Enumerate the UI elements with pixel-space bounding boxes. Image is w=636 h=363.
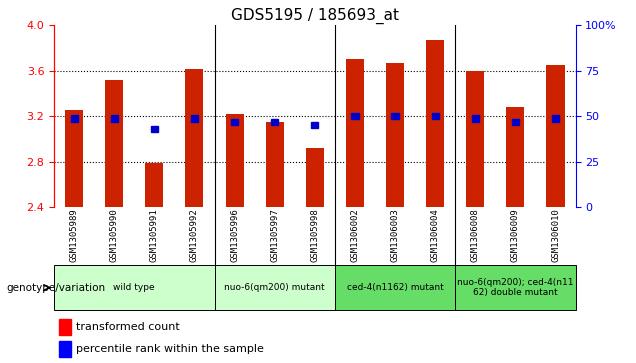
Bar — [146, 163, 163, 207]
FancyBboxPatch shape — [455, 265, 576, 310]
Text: GSM1306009: GSM1306009 — [511, 209, 520, 262]
Bar — [71, 115, 78, 122]
Bar — [59, 340, 71, 357]
Text: percentile rank within the sample: percentile rank within the sample — [76, 344, 264, 354]
Bar — [191, 115, 198, 122]
Bar — [59, 319, 71, 335]
Text: GSM1306008: GSM1306008 — [471, 209, 480, 262]
FancyBboxPatch shape — [54, 265, 214, 310]
Bar — [512, 119, 519, 125]
Bar — [226, 114, 244, 207]
FancyBboxPatch shape — [214, 265, 335, 310]
Bar — [552, 115, 559, 122]
Text: transformed count: transformed count — [76, 322, 180, 332]
FancyBboxPatch shape — [335, 265, 455, 310]
Bar — [346, 60, 364, 207]
Text: nuo-6(qm200); ced-4(n11
62) double mutant: nuo-6(qm200); ced-4(n11 62) double mutan… — [457, 278, 574, 297]
Bar — [546, 65, 565, 207]
Text: GSM1306004: GSM1306004 — [431, 209, 439, 262]
Bar — [266, 122, 284, 207]
Bar — [271, 119, 279, 125]
Bar — [186, 69, 204, 207]
Bar — [506, 107, 525, 207]
Bar — [111, 115, 118, 122]
Text: GSM1305992: GSM1305992 — [190, 209, 199, 262]
Text: GSM1305990: GSM1305990 — [110, 209, 119, 262]
Text: GSM1305989: GSM1305989 — [69, 209, 79, 262]
Bar — [472, 115, 479, 122]
Bar — [426, 40, 444, 207]
Bar — [65, 110, 83, 207]
Bar — [231, 119, 238, 125]
Bar — [351, 113, 359, 119]
Text: genotype/variation: genotype/variation — [6, 283, 106, 293]
Bar — [151, 126, 158, 132]
Bar — [306, 148, 324, 207]
Bar — [432, 113, 439, 119]
Text: wild type: wild type — [113, 283, 155, 292]
Text: GSM1305998: GSM1305998 — [310, 209, 319, 262]
Text: ced-4(n1162) mutant: ced-4(n1162) mutant — [347, 283, 443, 292]
Bar — [391, 113, 399, 119]
Text: GSM1306010: GSM1306010 — [551, 209, 560, 262]
Bar — [105, 80, 123, 207]
Text: GSM1306003: GSM1306003 — [391, 209, 399, 262]
Bar — [386, 63, 404, 207]
Title: GDS5195 / 185693_at: GDS5195 / 185693_at — [231, 8, 399, 24]
Text: GSM1305991: GSM1305991 — [150, 209, 159, 262]
Text: GSM1305996: GSM1305996 — [230, 209, 239, 262]
Bar — [311, 122, 319, 129]
Text: nuo-6(qm200) mutant: nuo-6(qm200) mutant — [225, 283, 325, 292]
Bar — [466, 71, 485, 207]
Text: GSM1305997: GSM1305997 — [270, 209, 279, 262]
Text: GSM1306002: GSM1306002 — [350, 209, 359, 262]
